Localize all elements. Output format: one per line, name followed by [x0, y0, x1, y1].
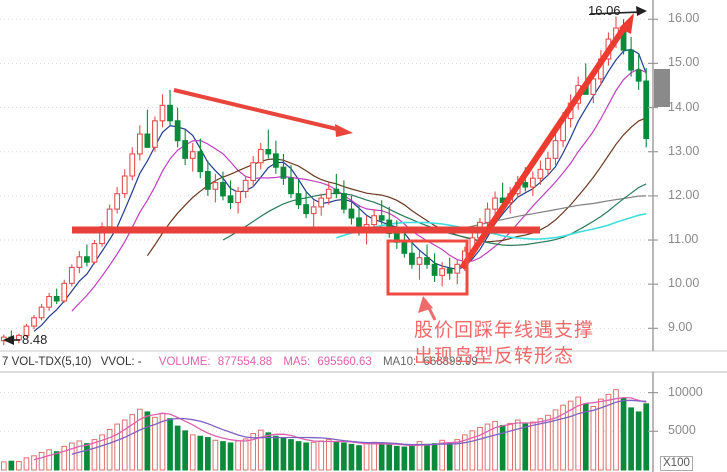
- volume-tick-label: 10000: [668, 384, 703, 399]
- ma5-label: MA5:: [283, 356, 311, 368]
- volume-ma-lines: [33, 396, 647, 461]
- price-tick-label: 12.00: [668, 187, 700, 202]
- uptrend-arrow-head: [619, 13, 634, 34]
- price-tick-label: 15.00: [668, 55, 700, 70]
- price-cursor-box[interactable]: [654, 69, 670, 107]
- note-pointer-head: [418, 296, 433, 313]
- annotation-line-2: 出现岛型反转形态: [414, 345, 575, 367]
- high-tag-arrow-head: [636, 6, 647, 16]
- volume-unit-label: X100: [660, 456, 693, 471]
- volume-bars: [0, 389, 650, 471]
- low-tag-arrow-head: [3, 335, 14, 345]
- price-tick-label: 10.00: [668, 276, 700, 291]
- price-tick-label: 9.00: [668, 320, 693, 335]
- price-tick-label: 16.00: [668, 11, 700, 26]
- downtrend-arrow-line[interactable]: [173, 88, 342, 132]
- uptrend-arrow-line[interactable]: [459, 23, 629, 270]
- volume-label: VOLUME:: [158, 356, 211, 368]
- indicator-name: 7 VOL-TDX(5,10): [2, 356, 92, 368]
- ma5-value: 695560.63: [317, 356, 372, 368]
- candlestick-series: [0, 16, 650, 346]
- reversal-pattern-box[interactable]: [386, 239, 469, 296]
- downtrend-arrow-head: [335, 124, 353, 137]
- vvol-value: VVOL: -: [100, 356, 142, 368]
- price-tick-label: 11.00: [668, 232, 699, 247]
- annotation-line-1: 股价回踩年线遇支撑: [414, 319, 595, 341]
- volume-value: 877554.88: [217, 356, 273, 368]
- high-price-tag: 16.06: [588, 3, 621, 18]
- axis-ticks: [648, 18, 658, 432]
- volume-tick-label: 5000: [668, 423, 696, 438]
- price-tick-label: 13.00: [668, 143, 700, 158]
- user-drawings[interactable]: [3, 6, 670, 345]
- ma10-label: MA10:: [382, 356, 417, 368]
- indicator-status-bar[interactable]: 7 VOL-TDX(5,10) VVOL: - VOLUME: 877554.8…: [0, 352, 727, 372]
- ma10-value: 668893.99: [423, 356, 478, 368]
- price-tick-label: 14.00: [668, 99, 700, 114]
- low-price-tag: 8.48: [22, 332, 48, 347]
- high-tag-arrow-line: [589, 11, 643, 15]
